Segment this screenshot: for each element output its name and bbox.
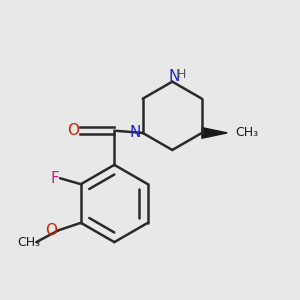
Text: CH₃: CH₃	[236, 126, 259, 140]
Text: O: O	[45, 223, 57, 238]
Text: H: H	[176, 68, 186, 81]
Text: F: F	[50, 171, 59, 186]
Text: O: O	[68, 123, 80, 138]
Text: N: N	[130, 125, 141, 140]
Text: N: N	[168, 69, 179, 84]
Text: CH₃: CH₃	[17, 236, 41, 249]
Polygon shape	[202, 128, 227, 138]
